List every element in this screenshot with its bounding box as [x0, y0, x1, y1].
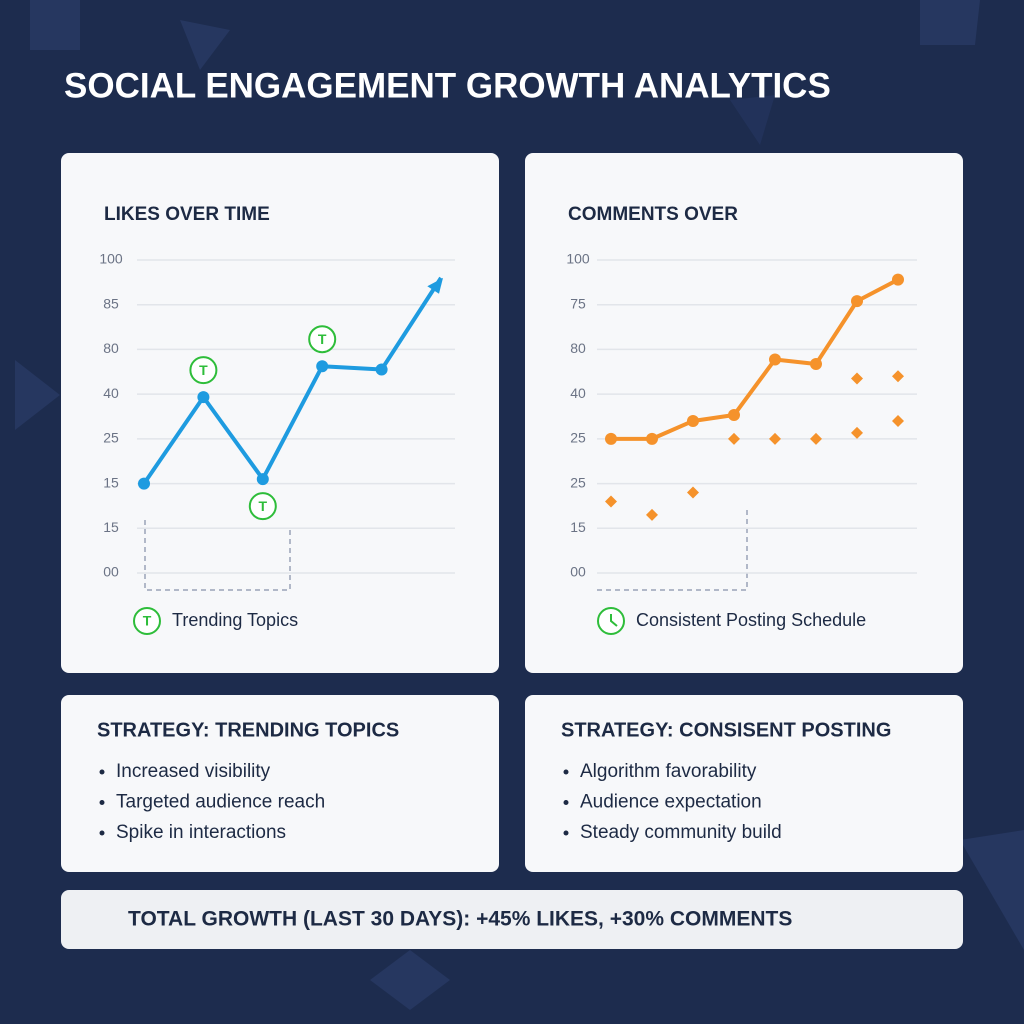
annotation-badge	[308, 325, 337, 354]
y-tick-label: 40	[103, 385, 119, 401]
y-tick-label: 25	[570, 474, 586, 490]
annotation-label: T	[259, 498, 268, 514]
chart-title: LIKES OVER TIME	[104, 204, 270, 225]
y-tick-label: 100	[99, 251, 123, 267]
strategy-item: Steady community build	[580, 822, 782, 843]
annotation-label: T	[199, 362, 208, 378]
line	[142, 276, 443, 485]
strategy-item: Algorithm favorability	[580, 761, 757, 782]
y-tick-label: 80	[103, 340, 119, 356]
diamond	[769, 432, 781, 445]
diamond	[851, 372, 863, 385]
diamond	[851, 426, 863, 439]
point	[375, 363, 388, 376]
summary: TOTAL GROWTH (LAST 30 DAYS): +45% LIKES,…	[128, 908, 792, 931]
strategy-item: Targeted audience reach	[116, 792, 325, 813]
diamond	[728, 432, 740, 445]
y-tick-label: 100	[566, 251, 590, 267]
y-tick-label: 75	[570, 295, 586, 311]
point	[892, 273, 904, 286]
y-tick-label: 00	[103, 564, 119, 580]
decoration	[730, 95, 775, 145]
y-tick-label: 40	[570, 385, 586, 401]
point	[728, 409, 740, 422]
decoration	[180, 20, 230, 70]
decoration	[920, 0, 980, 45]
legend-icon	[610, 614, 618, 627]
strategy-item: Increased visibility	[116, 761, 271, 782]
decoration	[370, 950, 450, 1010]
diamond	[687, 486, 699, 499]
page-title: SOCIAL ENGAGEMENT GROWTH ANALYTICS	[64, 66, 831, 105]
diamond	[646, 508, 658, 521]
bullet	[99, 830, 105, 836]
y-tick-label: 15	[570, 519, 586, 535]
point	[687, 414, 699, 427]
diamond	[892, 414, 904, 427]
y-tick-label: 85	[103, 295, 119, 311]
annotation-badge	[248, 492, 277, 521]
strategy-title: STRATEGY: TRENDING TOPICS	[97, 719, 399, 741]
decoration	[960, 830, 1024, 950]
point	[197, 391, 210, 404]
strategy-card	[525, 695, 963, 872]
bracket	[597, 510, 748, 591]
point	[769, 353, 781, 366]
strategy-card	[61, 695, 499, 872]
y-tick-label: 80	[570, 340, 586, 356]
diamond	[605, 495, 617, 508]
point	[256, 473, 269, 486]
arrow-head	[427, 277, 443, 294]
strategy-item: Spike in interactions	[116, 822, 286, 843]
y-tick-label: 00	[570, 564, 586, 580]
point	[316, 360, 329, 373]
strategy-item: Audience expectation	[580, 792, 762, 813]
annotation-badge	[189, 356, 218, 385]
annotation-label: T	[318, 331, 327, 347]
point	[851, 295, 863, 308]
decoration	[15, 360, 60, 430]
point	[138, 477, 150, 490]
bracket	[144, 520, 291, 591]
bullet	[563, 800, 569, 805]
legend-icon	[133, 607, 161, 635]
diamond	[810, 432, 822, 445]
strategy-title: STRATEGY: CONSISENT POSTING	[561, 719, 891, 741]
bullet	[563, 769, 569, 775]
diamond	[892, 370, 904, 383]
chart-card	[61, 153, 499, 673]
y-tick-label: 15	[103, 519, 119, 535]
summary-card	[61, 890, 963, 949]
point	[646, 432, 658, 445]
line	[611, 277, 899, 441]
bullet	[99, 769, 105, 775]
legend-icon-label: T	[143, 613, 152, 629]
y-tick-label: 25	[570, 430, 586, 446]
decoration	[30, 0, 80, 50]
legend-label: Consistent Posting Schedule	[636, 610, 866, 630]
y-tick-label: 15	[103, 474, 119, 490]
bullet	[563, 830, 569, 836]
bullet	[99, 800, 105, 805]
point	[810, 357, 822, 370]
chart-card	[525, 153, 963, 673]
point	[605, 432, 617, 445]
legend-label: Trending Topics	[172, 610, 298, 630]
chart-title: COMMENTS OVER	[568, 204, 738, 225]
y-tick-label: 25	[103, 430, 119, 446]
